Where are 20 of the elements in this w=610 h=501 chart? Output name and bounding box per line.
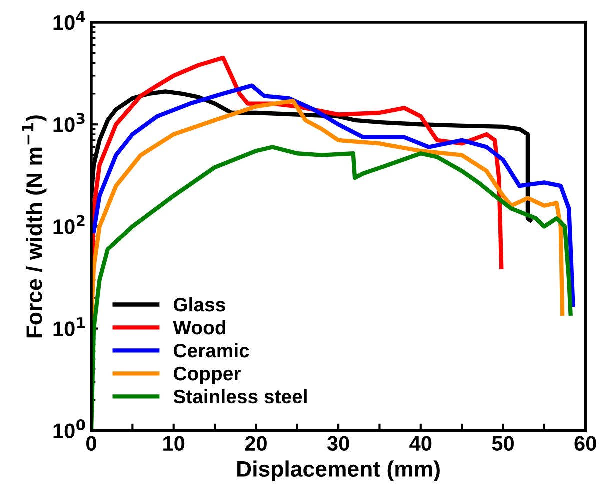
line-series — [92, 145, 573, 431]
y-axis-title: Force / width (N m$^{−1}$) — [22, 116, 47, 338]
x-axis-title: Displacement (mm) — [238, 460, 440, 482]
y-tick-label: 10$^{3}$ — [54, 113, 85, 132]
legend-label: Wood — [173, 320, 226, 335]
x-tick-label: 0 — [86, 436, 96, 452]
x-tick-label: 50 — [492, 436, 514, 452]
y-tick-label: 10$^{1}$ — [54, 318, 85, 336]
legend-label: Stainless steel — [174, 389, 307, 404]
legend-label: Copper — [174, 366, 241, 385]
x-tick-label: 30 — [327, 436, 350, 452]
x-tick-label: 60 — [574, 436, 596, 452]
y-tick-label: 10$^{0}$ — [54, 419, 86, 438]
x-tick-label: 10 — [164, 436, 185, 452]
y-tick-label: 10$^{2}$ — [54, 215, 85, 234]
y-tick-label: 10$^{4}$ — [54, 11, 86, 30]
legend-label: Glass — [174, 297, 226, 312]
x-tick-label: 20 — [245, 436, 267, 452]
legend-label: Ceramic — [174, 343, 250, 358]
x-tick-label: 40 — [410, 436, 432, 452]
